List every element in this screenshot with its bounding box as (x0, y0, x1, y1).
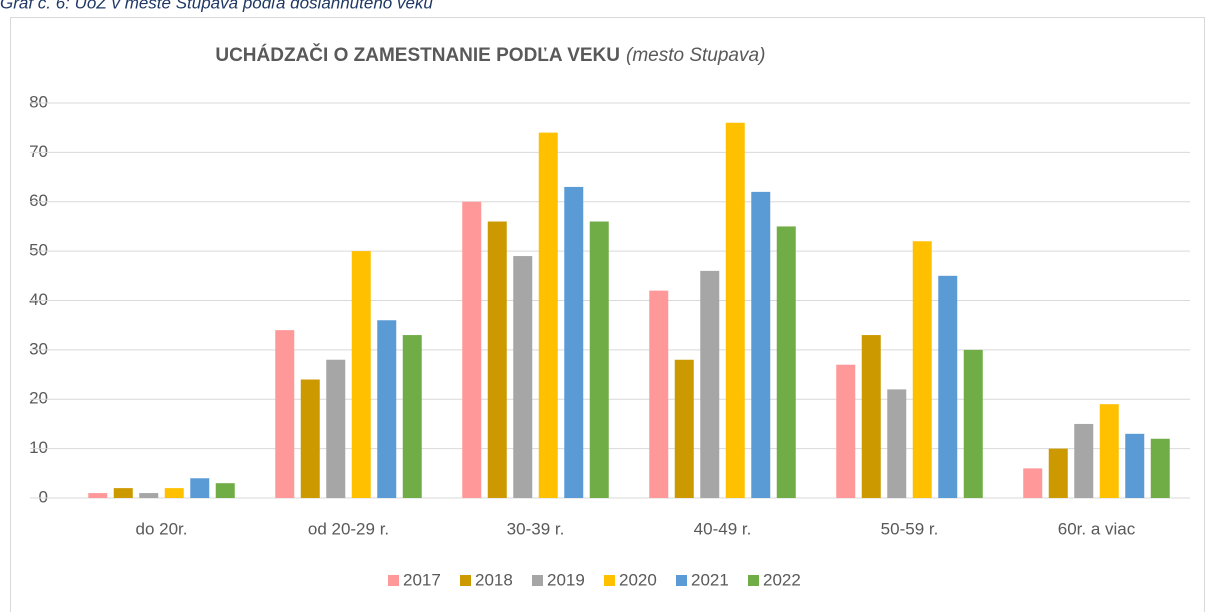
legend-swatch (460, 575, 471, 586)
y-tick-label: 80 (29, 92, 48, 111)
y-tick-label: 60 (29, 191, 48, 210)
x-tick-label: 40-49 r. (694, 519, 752, 538)
legend-swatch (604, 575, 615, 586)
bar (564, 186, 584, 498)
bar (1150, 438, 1170, 498)
caption: Graf č. 6: UoZ v meste Stupava podľa dos… (0, 0, 433, 12)
bar (861, 335, 881, 498)
bar (402, 335, 422, 498)
bar (674, 359, 694, 498)
bar (88, 493, 108, 498)
bar (836, 364, 856, 498)
bar (487, 221, 507, 498)
y-tick-label: 70 (29, 142, 48, 161)
legend-label: 2018 (475, 570, 513, 589)
y-tick-label: 10 (29, 438, 48, 457)
bar (725, 122, 745, 498)
x-tick-label: od 20-29 r. (308, 519, 389, 538)
bar (887, 389, 907, 498)
chart-title: UCHÁDZAČI O ZAMESTNANIE PODĽA VEKU (215, 44, 620, 66)
bar (113, 488, 133, 498)
bar (215, 483, 235, 498)
bar (1074, 423, 1094, 498)
bar (649, 290, 669, 498)
bar (275, 330, 295, 498)
bar (538, 132, 558, 498)
y-tick-label: 20 (29, 389, 48, 408)
bar (912, 241, 932, 498)
legend-swatch (676, 575, 687, 586)
legend-label: 2021 (691, 570, 729, 589)
chart-subtitle: (mesto Stupava) (626, 45, 765, 66)
bar (776, 226, 796, 498)
y-tick-label: 40 (29, 290, 48, 309)
y-tick-label: 0 (39, 487, 48, 506)
bar (164, 488, 184, 498)
legend-label: 2020 (619, 570, 657, 589)
legend-swatch (532, 575, 543, 586)
bar (300, 379, 320, 498)
bar (938, 275, 958, 498)
x-tick-label: 30-39 r. (507, 519, 565, 538)
x-tick-label: 60r. a viac (1058, 519, 1136, 538)
bar (700, 270, 720, 498)
bar (589, 221, 609, 498)
bar (1023, 468, 1043, 498)
bar (377, 320, 397, 498)
legend-swatch (748, 575, 759, 586)
bar (326, 359, 346, 498)
legend-label: 2022 (763, 570, 801, 589)
y-tick-label: 30 (29, 339, 48, 358)
legend-label: 2017 (403, 570, 441, 589)
bar (963, 349, 983, 498)
bar (1125, 433, 1145, 498)
legend-swatch (388, 575, 399, 586)
bar (1048, 448, 1068, 498)
x-tick-label: do 20r. (136, 519, 188, 538)
y-tick-label: 50 (29, 241, 48, 260)
bar (751, 191, 771, 498)
bar (513, 256, 533, 498)
legend-label: 2019 (547, 570, 585, 589)
bar (1099, 404, 1119, 498)
bar (462, 201, 482, 498)
bar (351, 251, 371, 498)
x-tick-label: 50-59 r. (881, 519, 939, 538)
bar (139, 493, 159, 498)
bar (190, 478, 210, 498)
